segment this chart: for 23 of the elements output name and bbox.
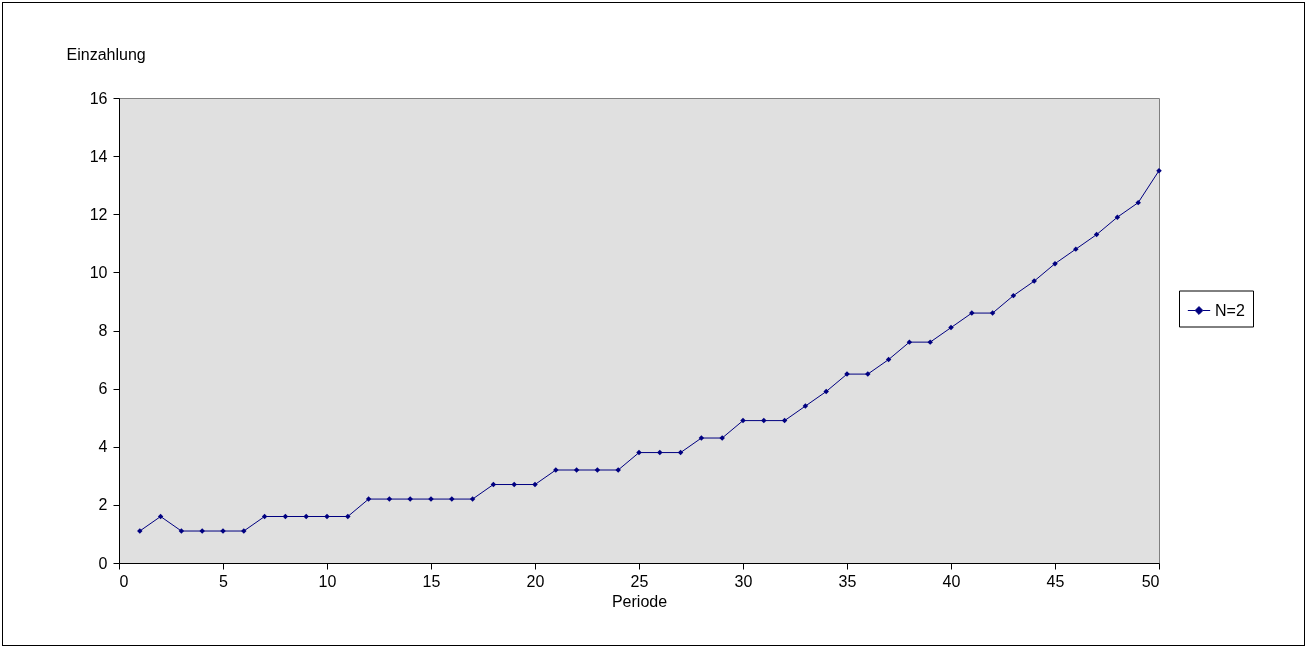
x-tick-label: 0 [119, 572, 129, 590]
x-axis-title: Periode [611, 592, 668, 610]
x-tick-label: 25 [630, 572, 649, 590]
y-tick-label: 6 [98, 380, 108, 398]
x-tick-label: 45 [1046, 572, 1065, 590]
y-tick-label: 16 [89, 89, 108, 107]
y-tick-label: 12 [89, 205, 108, 223]
x-tick-label: 40 [942, 572, 961, 590]
x-tick-label: 50 [1141, 572, 1160, 590]
y-tick-label: 8 [98, 322, 108, 339]
x-tick-label: 10 [318, 572, 337, 590]
y-tick-label: 2 [98, 496, 108, 514]
x-tick-label: 5 [219, 572, 229, 590]
x-tick-label: 15 [422, 572, 441, 590]
y-tick-label: 0 [98, 554, 108, 572]
y-tick-label: 10 [89, 263, 108, 281]
y-axis-title: Einzahlung [66, 45, 146, 63]
x-tick-label: 35 [838, 572, 857, 590]
x-tick-label: 30 [734, 572, 753, 590]
x-tick-label: 20 [526, 572, 545, 590]
legend-label: N=2 [1215, 301, 1245, 319]
y-tick-label: 14 [89, 147, 108, 165]
y-tick-label: 4 [98, 438, 108, 456]
